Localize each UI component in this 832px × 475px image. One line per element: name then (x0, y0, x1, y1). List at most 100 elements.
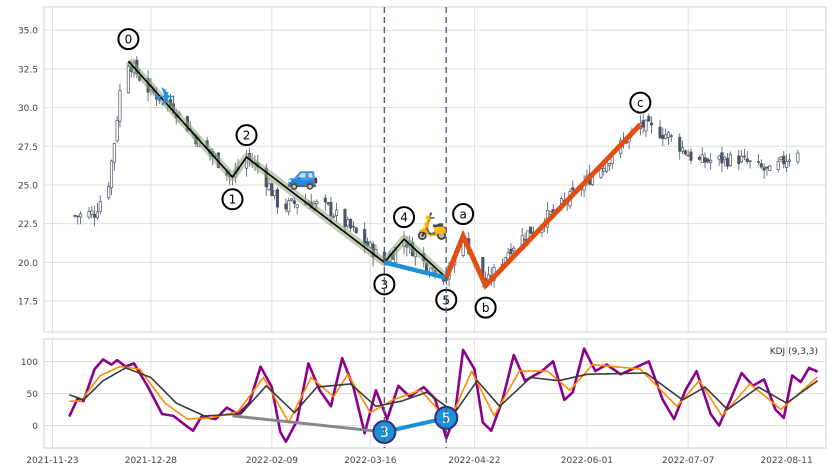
candle-body (295, 204, 299, 208)
price-plot-area (43, 6, 827, 333)
candle-body (509, 248, 513, 255)
candle-body (776, 161, 780, 171)
candle-body (700, 154, 704, 163)
candle-body (779, 156, 783, 160)
airplane-icon: ✈ (154, 83, 176, 113)
wave-label-circle (117, 28, 140, 51)
candle-body (689, 151, 693, 161)
price-tick-label: 22.5 (18, 220, 38, 230)
candle-body (329, 201, 333, 217)
candle-body (346, 219, 350, 227)
wave-label-2: 2 (235, 124, 258, 147)
kdj-tick-label: 50 (27, 390, 39, 400)
wave-label-circle (235, 124, 258, 147)
candle-body (326, 202, 330, 205)
candle-body (351, 225, 355, 228)
wave-label-0: 0 (117, 28, 140, 51)
candle-body (112, 143, 116, 163)
candle-body (740, 155, 744, 163)
price-tick-label: 25.0 (18, 181, 38, 191)
candle-body (728, 153, 732, 166)
kdj-legend: KDJ (9,3,3) (770, 347, 818, 357)
candle-body (703, 157, 707, 163)
candle-body (664, 134, 668, 139)
candle-body (697, 157, 701, 160)
wave-label-text: 1 (229, 193, 237, 207)
wave-label-b: b (474, 296, 497, 319)
price-tick-label: 32.5 (18, 65, 38, 75)
candle-body (607, 163, 611, 166)
wave-label-circle (221, 188, 244, 211)
candle-body (669, 135, 673, 137)
wave-label-circle (373, 273, 396, 296)
x-tick-label: 2022-04-22 (448, 456, 500, 466)
candle-body (332, 216, 336, 218)
wave-label-text: 3 (381, 278, 389, 292)
candle-body (650, 122, 654, 126)
candle-body (706, 158, 710, 163)
candle-body (782, 155, 786, 165)
kdj-panel: 0 50 100 2021-11-23 2021-12-28 2022-02-09 2022… (21, 338, 827, 466)
candle-body (745, 158, 749, 162)
price-tick-label: 35.0 (18, 27, 38, 37)
x-tick-label: 2022-03-16 (344, 456, 397, 466)
candle-body (644, 119, 648, 132)
candle-body (686, 154, 690, 157)
wave-label-text: 4 (400, 211, 408, 225)
candle-body (723, 156, 727, 161)
x-tick-label: 2022-08-11 (760, 456, 812, 466)
candle-body (512, 247, 516, 251)
price-tick-label: 27.5 (18, 143, 38, 153)
candle-body (725, 158, 730, 167)
wave-label-text: 0 (125, 33, 133, 47)
impulse-wave-line (127, 60, 447, 279)
candle-body (647, 116, 651, 122)
wave-label-a: a (452, 203, 475, 226)
x-tick-label: 2022-07-07 (662, 456, 714, 466)
candle-body (762, 167, 766, 171)
wave-label-circle (629, 91, 652, 114)
x-tick-label: 2021-11-23 (26, 456, 78, 466)
candle-body (742, 155, 746, 158)
wave-markers (383, 7, 447, 448)
candle-body (289, 198, 294, 201)
candle-body (87, 211, 91, 218)
wave-label-circle (393, 206, 416, 229)
candle-body (756, 161, 761, 163)
kdj-series-line (69, 367, 819, 417)
candle-body (717, 155, 721, 160)
corrective-wave-line (443, 122, 643, 290)
candle-body (787, 159, 791, 162)
candle-body (98, 201, 102, 212)
candle-body (785, 161, 789, 168)
candle-body (107, 186, 111, 199)
candle-body (273, 190, 277, 197)
candle-body (95, 211, 99, 219)
x-tick-label: 2022-02-09 (246, 456, 299, 466)
candle-body (90, 210, 94, 215)
candle-body (529, 226, 533, 234)
candle-body (748, 160, 752, 163)
candle-body (666, 131, 671, 138)
wave-3-5-line (383, 260, 447, 280)
candle-body (709, 160, 713, 163)
wave-label-text: 2 (243, 129, 251, 143)
price-tick-label: 30.0 (18, 104, 38, 114)
kdj-series-line (69, 363, 819, 424)
wave-label-1: 1 (221, 188, 244, 211)
candle-body (93, 214, 97, 218)
candle-body (602, 168, 606, 172)
wave-label-text: b (482, 301, 490, 315)
candle-body (641, 120, 645, 128)
price-panel: 17.5 20.0 22.5 25.0 27.5 30.0 32.5 35.0 ✈ 🚙 🛵 0 1 2 3 4… (18, 6, 827, 333)
candle-body (275, 189, 280, 208)
candle-body (661, 134, 665, 139)
wave-label-4: 4 (393, 206, 416, 229)
candle-body (267, 183, 271, 190)
wave-label-text: a (459, 208, 466, 222)
kdj-tick-label: 100 (21, 358, 38, 368)
candle-body (118, 90, 122, 122)
candle-body (658, 126, 662, 139)
